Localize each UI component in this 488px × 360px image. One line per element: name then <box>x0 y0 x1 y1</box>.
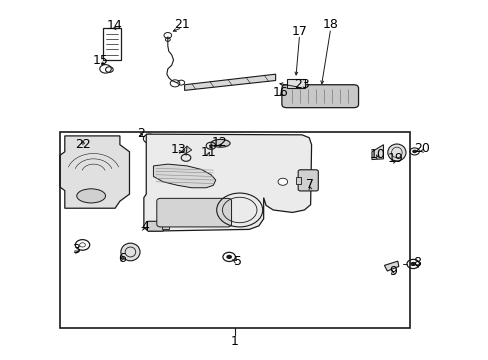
Bar <box>296 177 301 184</box>
Text: 18: 18 <box>322 18 338 31</box>
Text: 22: 22 <box>75 138 91 151</box>
Text: 15: 15 <box>93 54 108 67</box>
Polygon shape <box>384 261 398 271</box>
Text: 9: 9 <box>388 265 396 278</box>
Bar <box>60 132 409 328</box>
Circle shape <box>278 178 287 185</box>
Ellipse shape <box>210 139 230 147</box>
Text: 11: 11 <box>200 146 216 159</box>
Text: 6: 6 <box>118 252 125 265</box>
Ellipse shape <box>387 144 405 161</box>
Polygon shape <box>153 164 215 188</box>
Text: 5: 5 <box>234 255 242 267</box>
Polygon shape <box>60 136 129 208</box>
Polygon shape <box>181 146 191 154</box>
Text: 1: 1 <box>230 335 238 348</box>
FancyBboxPatch shape <box>157 198 231 227</box>
Circle shape <box>409 262 415 266</box>
FancyBboxPatch shape <box>147 221 163 231</box>
Ellipse shape <box>121 243 140 261</box>
Text: 21: 21 <box>174 18 190 31</box>
Bar <box>162 224 168 229</box>
Text: 12: 12 <box>211 136 227 149</box>
Polygon shape <box>184 74 275 90</box>
Text: 13: 13 <box>170 143 186 156</box>
FancyBboxPatch shape <box>281 85 358 108</box>
Text: 19: 19 <box>387 152 403 165</box>
Text: 14: 14 <box>106 19 122 32</box>
Text: 17: 17 <box>291 25 307 38</box>
Text: 3: 3 <box>72 243 80 256</box>
Text: 10: 10 <box>369 148 385 161</box>
Ellipse shape <box>77 189 105 203</box>
Circle shape <box>208 144 212 147</box>
Bar <box>286 79 304 87</box>
Text: 8: 8 <box>412 256 420 269</box>
Circle shape <box>147 137 152 140</box>
Text: 7: 7 <box>305 178 313 191</box>
Polygon shape <box>143 134 311 231</box>
Bar <box>103 28 121 60</box>
Circle shape <box>411 150 416 153</box>
Text: 4: 4 <box>142 220 149 233</box>
Text: 2: 2 <box>137 127 145 140</box>
Circle shape <box>226 255 232 259</box>
Text: 20: 20 <box>413 142 429 155</box>
Text: 16: 16 <box>272 86 288 99</box>
FancyBboxPatch shape <box>298 170 318 191</box>
Polygon shape <box>371 145 383 159</box>
Text: 23: 23 <box>293 78 309 91</box>
